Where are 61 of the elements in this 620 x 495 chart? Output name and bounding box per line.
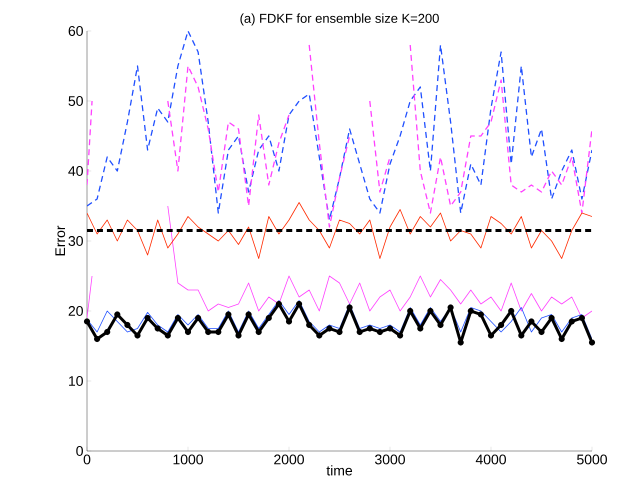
x-tick-label: 2000 [274,454,304,464]
point [488,332,494,339]
point [448,304,454,311]
point [184,328,192,336]
point [266,314,272,322]
y-tick-label: 20 [68,306,83,316]
point [336,328,343,336]
x-tick-label: 0 [84,454,90,464]
point [427,308,434,314]
point [306,322,312,328]
y-tick-label: 50 [68,96,83,106]
x-tick-label: 4000 [476,454,506,464]
point [588,339,596,346]
point [356,328,363,336]
point [195,314,202,322]
x-axis-title: time [326,465,352,476]
point [478,311,484,318]
line-series [87,202,592,259]
point [84,318,90,325]
y-axis-title: Error [55,226,66,256]
x-tick-label: 5000 [577,454,607,464]
y-tick-label: 10 [69,376,83,386]
point [498,322,504,328]
point [568,318,575,325]
point [458,339,464,346]
point [215,328,222,336]
point [154,325,161,332]
point [316,332,322,339]
point [397,332,404,339]
point [205,328,212,336]
point [437,322,444,328]
point [578,314,585,322]
point [366,325,373,332]
point [94,336,100,342]
y-tick-label: 30 [68,236,83,246]
y-tick-label: 40 [68,166,83,176]
point [134,332,141,339]
point [548,314,555,322]
y-tick-label: 60 [68,26,83,36]
point [124,322,130,328]
point [326,325,332,332]
point [174,314,181,322]
chart-title: (a) FDKF for ensemble size K=200 [240,13,439,26]
point [518,332,524,339]
y-tick-label: 0 [76,446,83,456]
point [276,300,282,308]
point [114,311,120,318]
point [558,336,565,342]
x-tick-label: 3000 [375,454,405,464]
point [386,325,394,332]
point [376,328,383,336]
point [256,328,262,336]
point [104,328,110,336]
point [144,314,151,322]
x-tick-label: 1000 [174,454,203,464]
point [286,318,292,325]
point [538,328,545,336]
point [468,308,474,314]
point [417,325,424,332]
point [164,332,171,339]
point [528,318,534,325]
